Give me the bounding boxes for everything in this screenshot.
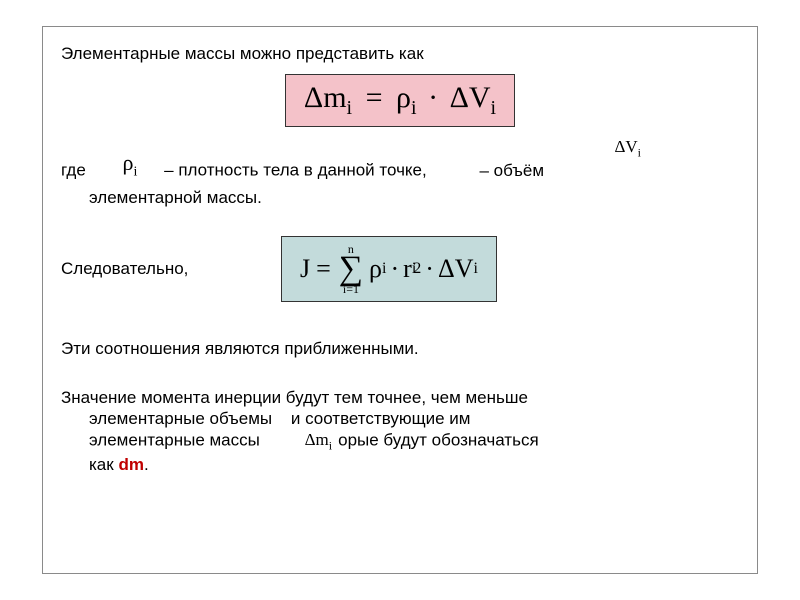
var-rho-i: ρi xyxy=(123,149,138,181)
final4dm: dm xyxy=(118,455,144,474)
formula2-box: J = n ∑ i=1 ρi · ri2 · ΔVi xyxy=(281,236,497,301)
therefore-text: Следовательно, xyxy=(61,258,271,279)
f2-dvd: Δ xyxy=(438,254,455,284)
f2-dvsub: i xyxy=(473,260,477,278)
f1-dvd: Δ xyxy=(450,81,469,114)
f1-rhosub: i xyxy=(411,97,417,119)
f2-sum-bot: i=1 xyxy=(343,283,359,295)
final-paragraph: Значение момента инерции будут тем точне… xyxy=(61,387,739,475)
f2-eq: = xyxy=(310,254,337,284)
final-line2: элементарные объемы и соответствующие им xyxy=(89,408,739,429)
formula1-box: Δmi = ρi · ΔVi xyxy=(285,74,515,127)
final-line3: элементарные массы Δmi орые будут обозна… xyxy=(89,429,739,453)
where-prefix: где xyxy=(61,161,86,180)
where-row: ΔVi где ρi – плотность тела в данной точ… xyxy=(61,155,739,208)
dvi-v: V xyxy=(625,137,637,156)
where-density: – плотность тела в данной точке, xyxy=(164,161,427,180)
f2-r: r xyxy=(403,254,412,284)
f1-delta: Δ xyxy=(304,81,323,114)
dmi-sub: i xyxy=(329,439,332,453)
intro-text: Элементарные массы можно представить как xyxy=(61,43,739,64)
f2-dot2: · xyxy=(421,254,438,284)
f1-msub: i xyxy=(347,97,353,119)
final2b: и соответствующие им xyxy=(291,409,471,428)
final4b: . xyxy=(144,455,149,474)
f1-dvv: V xyxy=(469,81,491,114)
f2-dvv: V xyxy=(455,254,474,284)
f1-dot: · xyxy=(424,81,442,114)
approx-text: Эти соотношения являются приближенными. xyxy=(61,338,739,359)
f2-rho: ρ xyxy=(369,254,382,284)
var-dmi: Δmi xyxy=(305,429,333,453)
f2-sum: n ∑ i=1 xyxy=(339,243,363,294)
therefore-row: Следовательно, J = n ∑ i=1 ρi · ri2 · ΔV… xyxy=(61,236,739,301)
final3b: орые будут обозначаться xyxy=(338,431,539,450)
f1-rho: ρ xyxy=(396,81,411,114)
f2-J: J xyxy=(300,254,310,284)
final-line4: как dm. xyxy=(89,454,739,475)
f2-rsup: 2 xyxy=(413,260,421,278)
formula1-content: Δmi = ρi · ΔVi xyxy=(304,81,496,114)
final2a: элементарные объемы xyxy=(89,409,272,428)
rhoi-sub: i xyxy=(134,165,138,180)
formula1-row: Δmi = ρi · ΔVi xyxy=(61,74,739,127)
final3a: элементарные массы xyxy=(89,431,260,450)
sigma-icon: ∑ xyxy=(339,255,363,282)
f1-m: m xyxy=(323,81,346,114)
dvi-delta: Δ xyxy=(614,137,625,156)
f2-dot1: · xyxy=(386,254,403,284)
slide-frame: Элементарные массы можно представить как… xyxy=(42,26,758,574)
rhoi-rho: ρ xyxy=(123,150,134,175)
formula2-content: J = n ∑ i=1 ρi · ri2 · ΔVi xyxy=(300,243,478,294)
dvi-sub: i xyxy=(638,146,641,160)
dmi-delta: Δ xyxy=(305,430,316,449)
final4a: как xyxy=(89,455,118,474)
dmi-m: m xyxy=(316,430,329,449)
where-volume: – объём xyxy=(479,161,544,180)
f1-dvsub: i xyxy=(491,97,497,119)
f1-eq: = xyxy=(360,81,389,114)
where-line2: элементарной массы. xyxy=(89,187,739,208)
var-dVi: ΔVi xyxy=(614,137,641,160)
final-line1: Значение момента инерции будут тем точне… xyxy=(61,387,739,408)
